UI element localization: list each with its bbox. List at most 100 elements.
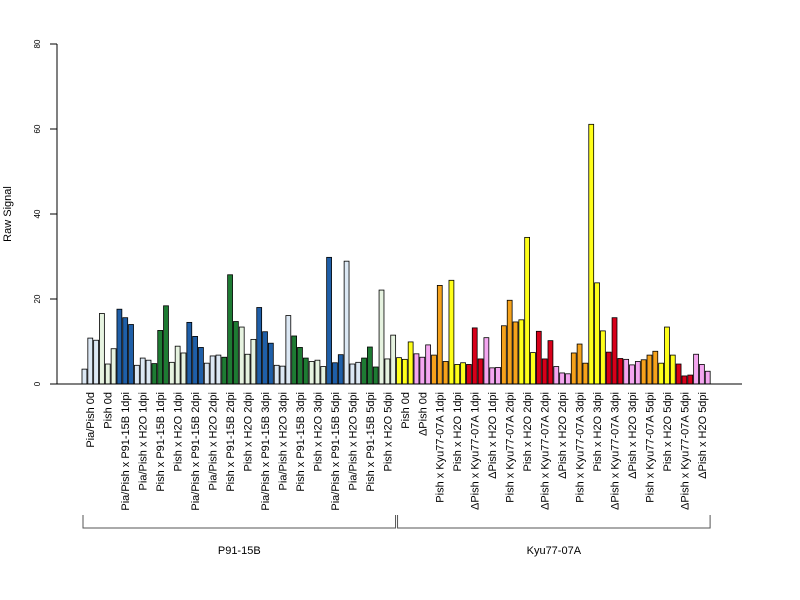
bar bbox=[471, 327, 478, 385]
bar bbox=[355, 361, 362, 385]
bar bbox=[343, 260, 350, 385]
bar bbox=[174, 345, 181, 385]
y-axis: 0 20 40 60 80 bbox=[33, 39, 58, 386]
bar bbox=[512, 321, 519, 385]
category-label: Pish x Kyu77-07A 5dpi bbox=[644, 392, 656, 503]
bar bbox=[122, 317, 129, 385]
category-label: Pish x H2O 1dpi bbox=[452, 392, 464, 471]
group-label: Kyu77-07A bbox=[527, 545, 582, 557]
bar bbox=[425, 344, 431, 385]
bar bbox=[483, 337, 490, 385]
category-label: Pish x Kyu77-07A 3dpi bbox=[575, 392, 587, 503]
bar bbox=[110, 348, 117, 385]
bar bbox=[466, 364, 472, 385]
bar bbox=[547, 340, 554, 385]
bar bbox=[227, 274, 233, 385]
bar bbox=[454, 364, 461, 385]
bar bbox=[699, 364, 705, 385]
bar bbox=[209, 355, 216, 385]
bars bbox=[81, 123, 711, 385]
bar bbox=[326, 256, 332, 385]
category-label: Pia/Pish x H2O 1dpi bbox=[138, 392, 150, 490]
bar bbox=[285, 315, 292, 385]
bar bbox=[192, 335, 198, 385]
category-label: Pish x H2O 2dpi bbox=[522, 392, 534, 471]
y-tick-label: 20 bbox=[33, 294, 42, 303]
category-label: Pish x H2O 5dpi bbox=[662, 392, 674, 471]
y-tick-label: 60 bbox=[33, 124, 42, 133]
bar bbox=[198, 347, 204, 385]
bar bbox=[431, 354, 437, 385]
bar bbox=[460, 362, 466, 385]
bar bbox=[489, 367, 496, 385]
bar bbox=[448, 279, 455, 385]
category-label: ΔPish x Kyu77-07A 3dpi bbox=[609, 392, 621, 510]
bar bbox=[99, 313, 105, 385]
bar bbox=[617, 358, 624, 385]
bar bbox=[570, 352, 577, 385]
bar bbox=[605, 351, 612, 385]
bar bbox=[378, 289, 385, 385]
bar bbox=[442, 361, 449, 385]
bar bbox=[401, 358, 408, 385]
bar bbox=[267, 342, 274, 385]
bar bbox=[495, 367, 501, 385]
bar bbox=[390, 334, 397, 385]
category-label: Pish x Kyu77-07A 2dpi bbox=[505, 392, 517, 503]
bar bbox=[180, 352, 187, 385]
y-tick-label: 0 bbox=[33, 381, 42, 386]
bar bbox=[553, 366, 560, 385]
bar bbox=[337, 354, 344, 385]
category-label: ΔPish x H2O 5dpi bbox=[697, 392, 709, 479]
bar bbox=[203, 362, 210, 385]
category-label: Pish x H2O 5dpi bbox=[382, 392, 394, 471]
bar bbox=[186, 321, 193, 385]
bar bbox=[506, 299, 513, 385]
bar bbox=[233, 321, 239, 385]
bar bbox=[116, 308, 123, 385]
group-bracket bbox=[397, 515, 711, 529]
category-label: ΔPish x H2O 2dpi bbox=[557, 392, 569, 479]
bar bbox=[104, 363, 111, 385]
y-axis-title: Raw Signal bbox=[2, 186, 14, 242]
bar bbox=[134, 364, 140, 385]
category-label: Pish x H2O 3dpi bbox=[592, 392, 604, 471]
bar bbox=[157, 330, 164, 385]
category-label: ΔPish x H2O 1dpi bbox=[487, 392, 499, 479]
bar bbox=[407, 341, 414, 385]
bar bbox=[308, 361, 315, 385]
bar bbox=[128, 324, 134, 385]
bar bbox=[693, 353, 699, 385]
bar bbox=[576, 343, 583, 385]
y-tick-label: 80 bbox=[33, 39, 42, 48]
category-label: Pia/Pish x H2O 3dpi bbox=[277, 392, 289, 490]
bar bbox=[541, 358, 548, 385]
bar bbox=[215, 354, 222, 385]
bar bbox=[93, 339, 99, 385]
category-label: Pia/Pish 0d bbox=[85, 392, 97, 448]
bar bbox=[582, 362, 589, 385]
bar bbox=[87, 337, 94, 385]
bar bbox=[518, 319, 525, 385]
category-label: ΔPish x Kyu77-07A 2dpi bbox=[540, 392, 552, 510]
bar bbox=[297, 347, 303, 385]
category-label: Pish x P91-15B 2dpi bbox=[225, 392, 237, 492]
bar bbox=[611, 317, 618, 385]
bar bbox=[588, 123, 595, 385]
bar bbox=[291, 335, 298, 385]
category-label: Pish 0d bbox=[400, 392, 412, 429]
bar bbox=[664, 326, 670, 385]
bar bbox=[332, 362, 338, 385]
bar bbox=[262, 331, 268, 385]
group-bracket bbox=[82, 515, 397, 529]
category-labels: Pia/Pish 0d Pish 0d Pia/Pish x P91-15B 1dp… bbox=[85, 392, 709, 511]
bar bbox=[145, 359, 152, 385]
bar bbox=[279, 365, 286, 385]
bar bbox=[419, 356, 426, 385]
category-label: ΔPish x Kyu77-07A 5dpi bbox=[679, 392, 691, 510]
bar bbox=[244, 353, 251, 385]
category-label: Pia/Pish x P91-15B 3dpi bbox=[260, 392, 272, 511]
bar bbox=[238, 326, 245, 385]
bar bbox=[396, 357, 402, 385]
